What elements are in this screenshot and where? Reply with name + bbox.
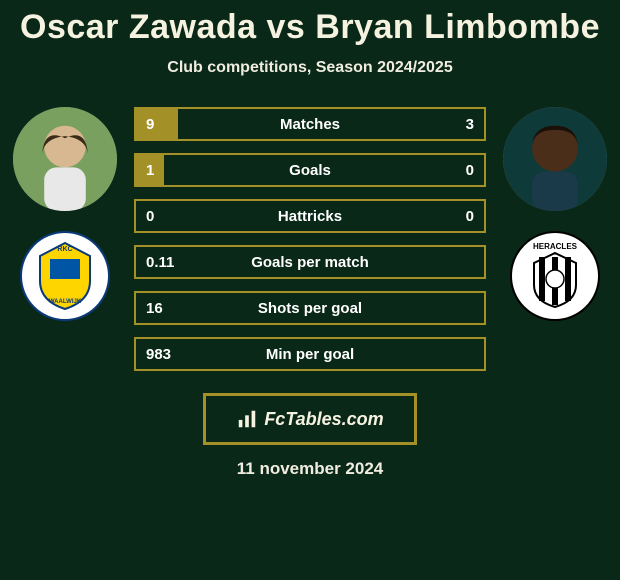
stat-label: Hattricks <box>136 208 484 225</box>
svg-text:RKC: RKC <box>57 246 72 253</box>
left-player-avatar <box>13 107 117 211</box>
svg-text:HERACLES: HERACLES <box>533 242 578 251</box>
stat-label: Min per goal <box>136 346 484 363</box>
subtitle: Club competitions, Season 2024/2025 <box>0 59 620 77</box>
right-player-column: HERACLES <box>500 107 610 321</box>
page-title: Oscar Zawada vs Bryan Limbombe <box>0 8 620 47</box>
right-club-badge: HERACLES <box>510 231 600 321</box>
stat-label: Matches <box>136 116 484 133</box>
heracles-badge-icon: HERACLES <box>510 231 600 321</box>
stat-right-value: 0 <box>466 162 474 179</box>
stat-row: 16Shots per goal <box>134 291 486 325</box>
stat-row: 1Goals0 <box>134 153 486 187</box>
stat-row: 0Hattricks0 <box>134 199 486 233</box>
stat-row: 9Matches3 <box>134 107 486 141</box>
stat-label: Shots per goal <box>136 300 484 317</box>
svg-text:WAALWIJK: WAALWIJK <box>49 299 82 305</box>
footer-date: 11 november 2024 <box>0 459 620 479</box>
right-player-avatar <box>503 107 607 211</box>
brand-badge: FcTables.com <box>203 393 417 445</box>
stat-label: Goals per match <box>136 254 484 271</box>
rkc-waalwijk-badge-icon: RKC WAALWIJK <box>20 231 110 321</box>
left-player-column: RKC WAALWIJK <box>10 107 120 321</box>
stat-right-value: 0 <box>466 208 474 225</box>
left-club-badge: RKC WAALWIJK <box>20 231 110 321</box>
stat-row: 0.11Goals per match <box>134 245 486 279</box>
stat-row: 983Min per goal <box>134 337 486 371</box>
avatar-placeholder-icon <box>13 107 117 211</box>
chart-icon <box>236 408 258 430</box>
stat-right-value: 3 <box>466 116 474 133</box>
brand-text: FcTables.com <box>264 409 383 430</box>
stats-list: 9Matches31Goals00Hattricks00.11Goals per… <box>134 107 486 371</box>
comparison-panel: RKC WAALWIJK 9Matches31Goals00Hattricks0… <box>0 107 620 371</box>
avatar-placeholder-icon <box>503 107 607 211</box>
stat-label: Goals <box>136 162 484 179</box>
